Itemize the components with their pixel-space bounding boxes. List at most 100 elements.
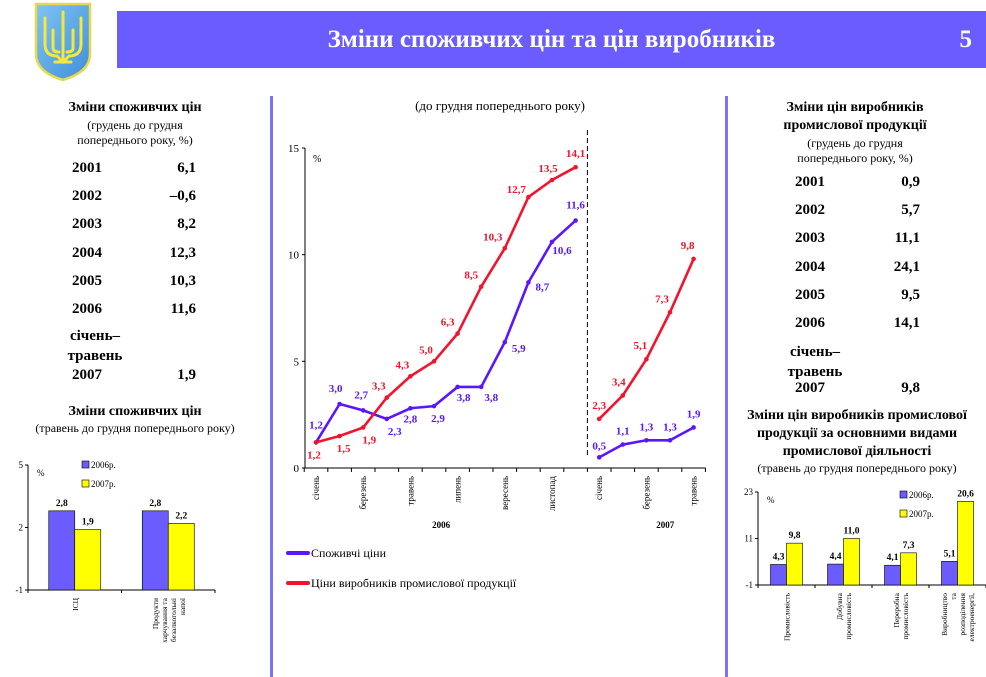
category-label-line: Добувна	[835, 592, 844, 620]
value-cell: –0,6	[169, 188, 196, 204]
y-tick-label: 5	[19, 460, 24, 470]
category-label: Виробництво та розподілення електроенергії,	[940, 592, 976, 641]
data-point	[644, 356, 649, 362]
x-tick-label: січень	[594, 476, 604, 500]
y-tick-label: 0	[294, 463, 300, 475]
cpi-bar-chart-title: Зміни споживчих цін	[68, 404, 202, 419]
year-cell: 2003	[72, 216, 102, 232]
data-point	[691, 425, 696, 430]
x-tick-label: травень	[689, 476, 699, 506]
page-number: 5	[959, 26, 973, 53]
category-label-line: напої	[178, 597, 187, 615]
data-point	[431, 359, 437, 364]
table-row: 2007 9,8	[780, 380, 930, 398]
divider-right	[725, 96, 728, 677]
data-label: 12,7	[507, 184, 527, 196]
y-unit-label: %	[37, 468, 45, 478]
data-point	[384, 416, 390, 422]
bar	[843, 538, 860, 586]
year-cell: 2007	[795, 380, 825, 396]
data-point	[549, 239, 555, 245]
data-label: 13,5	[538, 163, 558, 175]
data-point	[502, 245, 508, 251]
data-point	[360, 425, 366, 430]
bar-value-label: 2,2	[175, 511, 187, 521]
period-label-2: травень	[67, 348, 123, 364]
data-label: 0,5	[592, 440, 606, 452]
value-cell: 1,9	[177, 367, 196, 383]
data-point	[620, 393, 626, 398]
bar	[141, 510, 169, 591]
bar	[786, 542, 803, 586]
period-label-1: січень–	[789, 344, 841, 360]
data-label: 5,1	[634, 340, 648, 352]
data-point	[455, 384, 460, 390]
y-unit-label: %	[767, 495, 775, 505]
data-label: 1,1	[616, 426, 630, 438]
bar-value-label: 4,4	[830, 552, 842, 562]
ppi-bar-chart: 23 11 -1% 4,3 9,8 Промисловість 4,4 11,0 Добувна…	[744, 487, 986, 641]
data-label: 2,3	[592, 400, 606, 412]
category-label: Продукти харчування та безалкогольні напої	[151, 597, 187, 643]
x-tick-label: липень	[453, 476, 463, 503]
cpi-bar-chart: 5 2 -1% 2,8 1,9 ІСЦ 2,8 2,2 Продукти харчування т…	[16, 460, 216, 643]
data-label: 6,3	[441, 317, 455, 329]
table-row: 2003 8,2	[60, 216, 210, 234]
data-label: 3,0	[329, 383, 343, 395]
data-point	[596, 416, 602, 422]
x-tick-label: травень	[405, 476, 415, 506]
y-unit-label: %	[313, 154, 321, 165]
data-label: 8,5	[464, 270, 478, 282]
bar	[827, 563, 844, 586]
x-tick-label: листопад	[547, 476, 557, 511]
table-row: 2005 9,5	[780, 287, 930, 305]
year-cell: 2004	[795, 259, 825, 275]
data-point	[502, 339, 508, 345]
header-bar: Зміни споживчих цін та цін виробників 5	[117, 11, 986, 68]
ppi-bar-chart-title-2: продукції за основними видами	[756, 426, 958, 441]
bar-value-label: 5,1	[944, 549, 956, 559]
y-tick-label: 15	[288, 143, 300, 155]
x-tick-label: січень	[311, 476, 321, 500]
data-label: 1,3	[663, 421, 677, 433]
data-point	[337, 433, 342, 439]
value-cell: 9,5	[901, 287, 920, 303]
cpi-table-subtitle-2: попереднього року, %)	[77, 133, 193, 147]
bar	[900, 552, 917, 586]
page-title: Зміни споживчих цін та цін виробників	[327, 26, 776, 53]
y-tick-label: 10	[288, 250, 300, 262]
data-point	[360, 408, 366, 413]
category-label-line: розподілення	[958, 592, 967, 635]
bar-value-label: 2,8	[56, 499, 68, 509]
y-tick-label: -1	[746, 580, 754, 590]
table-row: 2001 6,1	[60, 160, 210, 178]
ppi-bar-chart-title-1: Зміни цін виробників промислової	[747, 408, 967, 423]
year-label: 2006	[432, 520, 451, 530]
legend-label: 2007р.	[91, 479, 116, 489]
value-cell: 11,6	[170, 301, 196, 317]
cpi-table-subtitle-1: (грудень до грудня	[87, 118, 183, 132]
data-point	[384, 395, 390, 400]
bar	[74, 529, 102, 591]
table-row: 2004 24,1	[780, 259, 930, 277]
value-cell: 9,8	[901, 380, 920, 396]
data-label: 3,8	[484, 392, 498, 404]
value-cell: 11,1	[894, 230, 920, 246]
divider-left	[270, 96, 273, 677]
value-cell: 24,1	[893, 259, 920, 275]
data-point	[667, 437, 673, 443]
series-line	[315, 166, 577, 444]
legend-swatch	[899, 509, 908, 518]
data-label: 3,3	[372, 381, 386, 393]
category-label-line: електроенергії,	[967, 593, 976, 642]
value-cell: 6,1	[177, 160, 196, 176]
data-label: 1,5	[337, 443, 351, 455]
bar	[770, 564, 787, 586]
legend-swatch	[81, 460, 90, 469]
category-label-line: безалкогольні	[169, 598, 178, 642]
bar-value-label: 4,3	[773, 552, 785, 562]
data-label: 7,3	[655, 293, 669, 305]
data-point	[408, 405, 413, 411]
series-line	[598, 258, 695, 420]
period-label-2: травень	[787, 364, 843, 380]
